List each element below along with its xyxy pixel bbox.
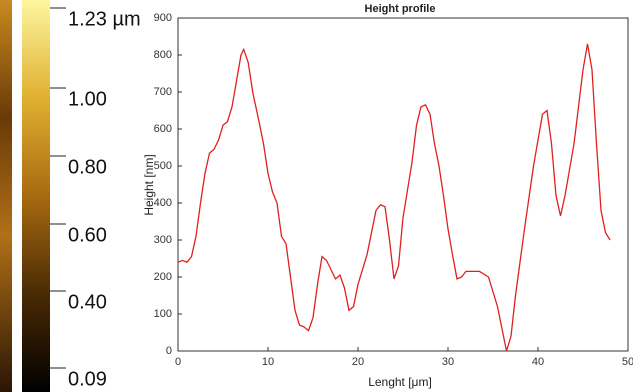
y-tick-label: 300 xyxy=(154,234,172,246)
x-tick-label: 50 xyxy=(622,356,633,368)
y-tick-label: 800 xyxy=(154,49,172,61)
y-tick-label: 900 xyxy=(154,12,172,24)
y-tick-label: 700 xyxy=(154,86,172,98)
x-tick-label: 30 xyxy=(442,356,454,368)
plot-frame xyxy=(178,18,628,351)
colorbar-label: 0.40 xyxy=(68,291,107,313)
colorbar-label: 0.60 xyxy=(68,224,107,246)
colorbar-label: 0.80 xyxy=(68,156,107,178)
colorbar xyxy=(22,0,50,392)
colorbar-label: 1.00 xyxy=(68,88,107,110)
y-tick-label: 100 xyxy=(154,308,172,320)
afm-image xyxy=(0,0,12,392)
colorbar-label: 0.09 xyxy=(68,368,107,390)
x-axis-label: Lenght [μm] xyxy=(368,375,432,389)
chart-title: Height profile xyxy=(365,3,436,15)
y-tick-label: 500 xyxy=(154,160,172,172)
y-tick-label: 600 xyxy=(154,123,172,135)
screenshot: Height profile Lenght [μm] Height [nm] 1… xyxy=(0,0,633,392)
x-tick-label: 10 xyxy=(262,356,274,368)
x-tick-label: 20 xyxy=(352,356,364,368)
colorbar-label: 1.23 µm xyxy=(68,8,141,30)
y-tick-label: 0 xyxy=(166,345,172,357)
y-tick-label: 200 xyxy=(154,271,172,283)
line-series xyxy=(178,44,610,351)
y-tick-label: 400 xyxy=(154,197,172,209)
x-tick-label: 0 xyxy=(175,356,181,368)
x-tick-label: 40 xyxy=(532,356,544,368)
